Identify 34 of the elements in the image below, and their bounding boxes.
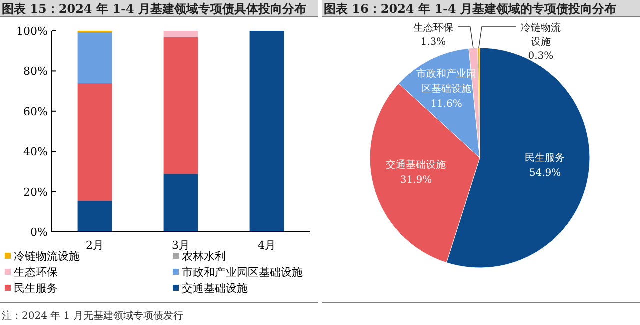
y-tick-label: 0%: [30, 226, 48, 239]
y-tick-label: 60%: [24, 105, 48, 118]
bar: [164, 37, 198, 174]
data-label: 1.3%: [420, 37, 446, 48]
slice-label: 交通基础设施: [386, 159, 446, 172]
data-label: 11.6%: [430, 99, 462, 110]
slice-label: 冷链物流设施: [520, 22, 561, 48]
data-label: 31.9%: [400, 175, 432, 186]
legend-label: 民生服务: [14, 282, 58, 295]
bar: [78, 83, 112, 202]
legend-label: 冷链物流设施: [14, 250, 80, 263]
y-tick-label: 80%: [24, 65, 48, 78]
chart-title: 图表 15：2024 年 1-4 月基建领域专项债具体投向分布: [2, 2, 306, 16]
legend-label: 生态环保: [14, 266, 58, 279]
x-tick-label: 3月: [172, 239, 190, 252]
y-tick-label: 40%: [24, 146, 48, 159]
legend-label: 交通基础设施: [182, 282, 248, 295]
bar: [164, 31, 198, 38]
bar: [250, 31, 284, 232]
y-tick-label: 100%: [16, 25, 48, 38]
slice-label: 生态环保: [413, 22, 454, 34]
data-label: 54.9%: [529, 168, 562, 180]
legend-label: 市政和产业园区基础设施: [182, 266, 303, 279]
chart-title: 图表 16：2024 年 1-4 月基建领域的专项债投向分布: [324, 2, 616, 16]
legend-label: 农林水利: [182, 250, 226, 263]
bar: [78, 32, 112, 84]
slice-label: 民生服务: [525, 152, 566, 164]
y-tick-label: 20%: [24, 186, 48, 199]
data-label: 0.3%: [528, 51, 554, 62]
bar: [164, 174, 198, 232]
text: 注：2024 年 1 月无基建领域专项债发行: [2, 310, 184, 322]
x-tick-label: 4月: [258, 239, 276, 252]
x-tick-label: 2月: [86, 239, 104, 252]
bar: [78, 201, 112, 232]
